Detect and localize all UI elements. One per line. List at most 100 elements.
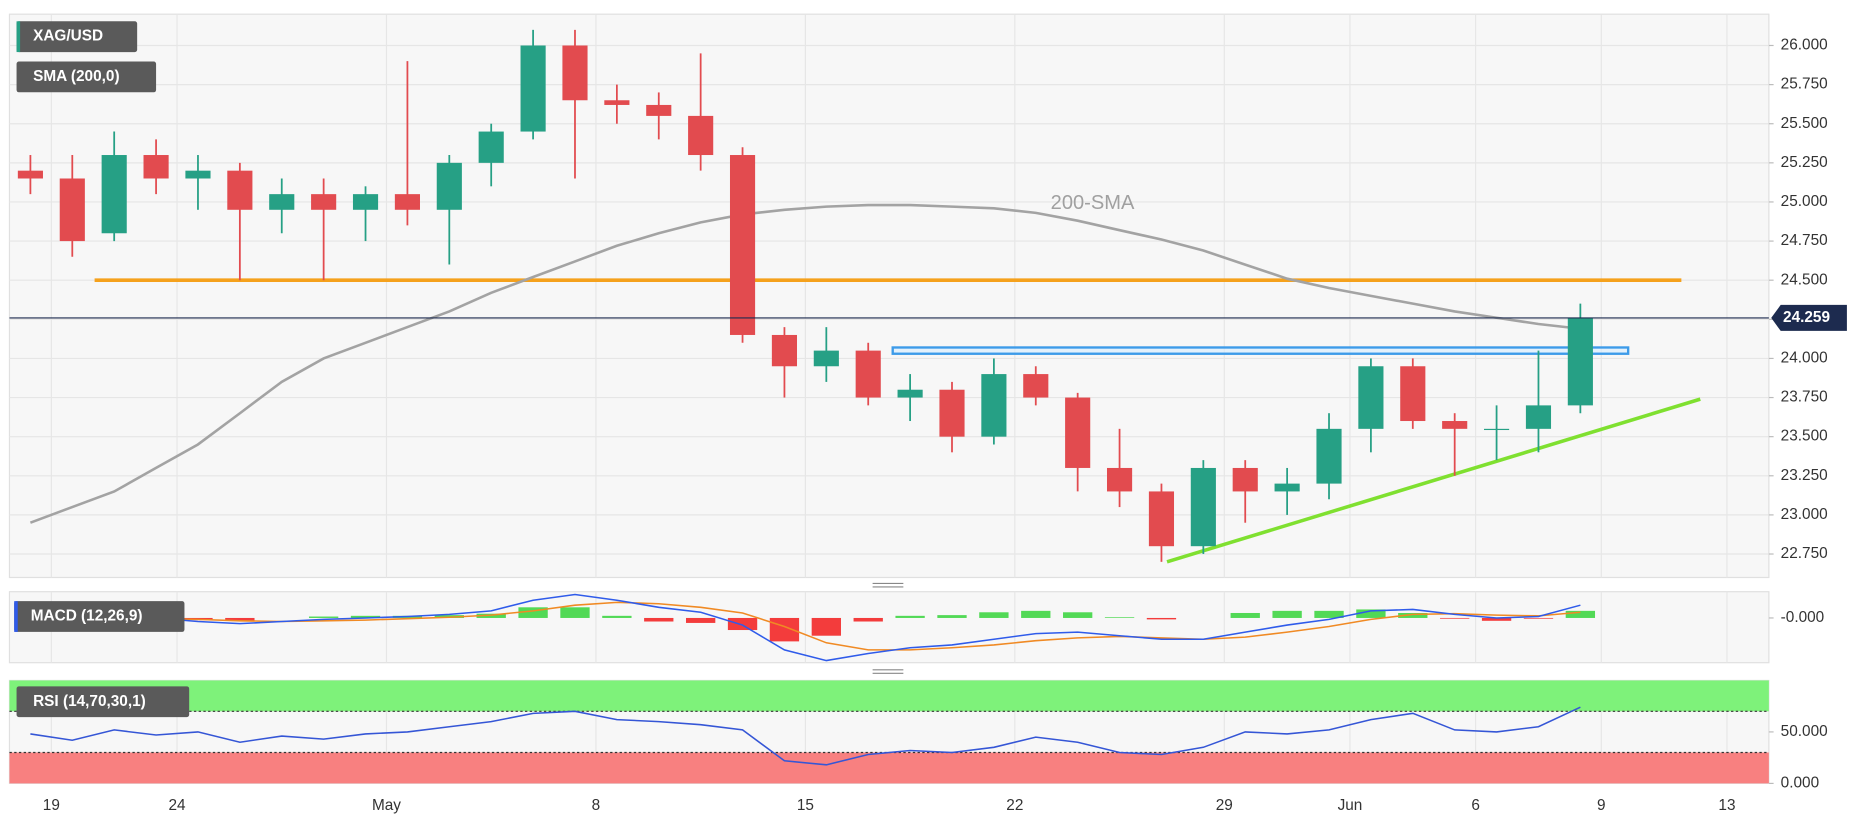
histogram-bar [1398,612,1428,618]
rsi-line [30,706,1581,766]
legend-marker [16,21,21,53]
oversold-band [9,752,1769,784]
y-tick-label: 24.000 [1781,349,1828,366]
candle-body [311,194,337,210]
x-tick-label: 15 [797,797,814,814]
candle-body [1106,467,1133,492]
candle-body [17,170,43,179]
histogram-bar [308,616,339,618]
candle-body [1065,397,1091,468]
histogram-bar [1565,610,1596,618]
x-tick-label: 19 [43,797,60,814]
support-zone [891,346,1630,355]
histogram-bar [1356,609,1386,618]
candle-body [981,374,1007,437]
histogram-bar [350,615,381,618]
y-tick-label: 50.000 [1781,723,1828,740]
y-tick-label: 24.500 [1781,271,1828,288]
candle-body [562,45,588,101]
candle-body [1316,428,1342,484]
legend-marker [14,601,18,632]
histogram-bar [1272,610,1302,618]
x-tick-label: 6 [1471,797,1480,814]
candle-body [855,350,881,398]
y-tick-label: 25.500 [1781,115,1828,132]
candle-body [227,170,253,210]
candle-body [1400,366,1426,422]
histogram-bar [895,615,925,618]
histogram-bar [853,617,883,622]
y-tick-label: 25.250 [1781,154,1828,171]
legend-box [16,21,138,53]
candle-body [520,45,546,132]
candle-body [1148,491,1175,547]
candle-body [352,194,379,210]
x-tick-label: 9 [1597,797,1606,814]
histogram-bar [518,607,548,618]
sma-annotation: 200-SMA [1051,192,1135,214]
candle-body [101,155,127,234]
candle-body [1525,405,1552,429]
histogram-bar [1021,610,1051,618]
y-tick-label: 0.000 [1781,774,1819,791]
candle-body [1442,421,1468,429]
histogram-bar [1481,617,1512,621]
candle-body [771,334,798,367]
histogram-bar [811,617,841,636]
histogram-bar [727,617,758,631]
last-price-tag [1771,304,1847,331]
macd-line [30,593,1581,662]
candle-body [646,104,672,116]
candle-body [1484,428,1510,431]
legend-label: MACD (12,26,9) [31,608,143,625]
x-tick-label: 29 [1216,797,1233,814]
legend-label: XAG/USD [33,28,103,45]
candle-body [729,155,756,335]
y-tick-label: 25.750 [1781,76,1828,93]
y-tick-label: 22.750 [1781,545,1828,562]
x-tick-label: 24 [168,797,186,814]
candle-body [897,389,923,398]
histogram-bar [937,615,967,618]
overbought-band [9,680,1769,712]
candle-body [185,170,211,179]
legend-box [14,601,185,632]
histogram-bar [1063,612,1093,618]
x-tick-label: 8 [592,797,601,814]
y-tick-label: 23.000 [1781,506,1828,523]
candle-body [939,389,965,437]
candle-body [269,194,295,210]
histogram-bar [225,617,255,621]
x-tick-label: 22 [1006,797,1023,814]
candle-body [688,115,714,156]
histogram-bar [1104,617,1135,618]
panel-separator [872,582,904,674]
histogram-bar [1146,617,1177,620]
candle-body [813,350,839,367]
histogram-bar [560,607,590,618]
histogram-bar [1440,617,1470,619]
candle-body [394,194,420,210]
candle-body [1023,374,1049,398]
histogram-bar [1523,617,1554,619]
candle-body [1190,467,1216,547]
y-tick-label: 25.000 [1781,193,1828,210]
legend-box [16,61,157,93]
x-tick-label: Jun [1338,797,1363,814]
y-tick-label: -0.000 [1781,609,1825,626]
candle-body [1232,467,1258,492]
candle-body [604,100,630,105]
candle-body [1567,317,1593,406]
histogram-bar [602,615,632,618]
plot-area [8,591,1770,664]
last-price-label: 24.259 [1783,309,1830,326]
legend-label: RSI (14,70,30,1) [33,693,146,710]
trendline [1166,397,1701,564]
y-tick-label: 23.250 [1781,467,1828,484]
y-tick-label: 26.000 [1781,37,1828,54]
histogram-bar [1230,612,1260,618]
candle-body [1358,366,1384,429]
histogram-bar [685,617,716,623]
sma-line [29,203,1581,524]
histogram-bar [1314,610,1344,618]
